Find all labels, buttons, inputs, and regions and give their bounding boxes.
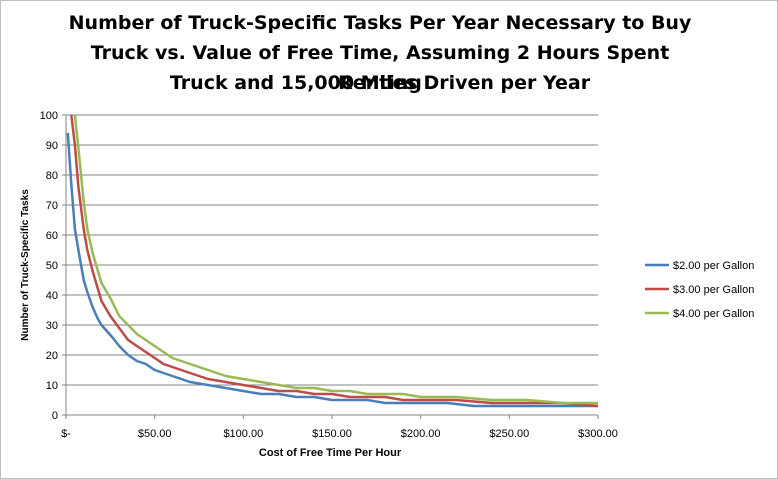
series-lines: [66, 114, 599, 408]
series-line-2: [70, 114, 599, 408]
legend-label-3: $4.00 per Gallon: [673, 308, 754, 320]
y-tick-label: 10: [46, 380, 58, 392]
y-tick-label: 70: [46, 200, 58, 212]
x-tick-label: $150.00: [312, 428, 352, 440]
y-tick-label: 90: [46, 140, 58, 152]
x-axis-ticks: $- $50.00 $100.00 $150.00 $200.00 $250.00 $300…: [61, 415, 618, 440]
chart-title-line-3: Truck and 15,000 Miles Driven per Year: [169, 72, 591, 94]
y-tick-label: 60: [46, 230, 58, 242]
y-tick-label: 30: [46, 320, 58, 332]
x-tick-label: $100.00: [223, 428, 263, 440]
series-line-1: [66, 132, 598, 408]
y-tick-label: 40: [46, 290, 58, 302]
y-axis-label: Number of Truck-Specific Tasks: [20, 189, 31, 341]
y-tick-label: 80: [46, 170, 58, 182]
x-tick-label: $50.00: [138, 428, 172, 440]
series-line-3: [73, 114, 598, 405]
chart-title-line-1: Number of Truck-Specific Tasks Per Year …: [68, 12, 692, 34]
legend-label-1: $2.00 per Gallon: [673, 260, 754, 272]
y-tick-label: 20: [46, 350, 58, 362]
x-tick-label: $-: [61, 428, 71, 440]
x-axis-label: Cost of Free Time Per Hour: [259, 447, 402, 459]
x-tick-label: $250.00: [489, 428, 529, 440]
legend: $2.00 per Gallon $3.00 per Gallon $4.00 pe…: [645, 260, 754, 320]
chart-title-line-2: Truck vs. Value of Free Time, Assuming 2…: [90, 42, 670, 94]
y-axis-ticks: 0 10 20 30 40 50 60 70 80 90 100: [40, 110, 66, 422]
y-tick-label: 50: [46, 260, 58, 272]
x-tick-label: $200.00: [401, 428, 441, 440]
legend-label-2: $3.00 per Gallon: [673, 284, 754, 296]
x-tick-label: $300.00: [578, 428, 618, 440]
y-tick-label: 100: [40, 110, 58, 122]
gridlines: [66, 114, 598, 386]
y-tick-label: 0: [52, 410, 58, 422]
